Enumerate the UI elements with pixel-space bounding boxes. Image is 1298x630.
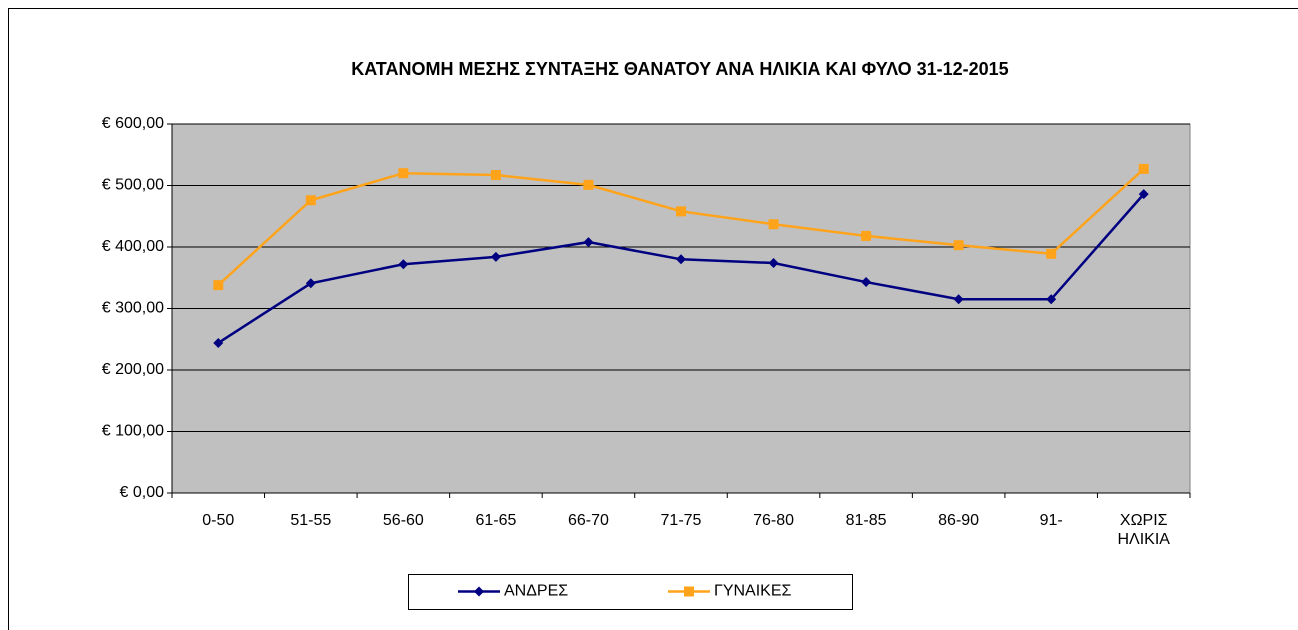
y-tick-label: € 0,00 <box>120 484 165 501</box>
marker <box>1046 248 1057 259</box>
y-tick-label: € 500,00 <box>102 177 164 194</box>
marker <box>1138 189 1149 200</box>
marker <box>676 206 686 217</box>
x-tick-label: 56-60 <box>382 512 424 529</box>
x-tick-label: 61-65 <box>475 512 517 529</box>
x-tick-label: 91- <box>1039 512 1063 529</box>
marker <box>490 251 501 262</box>
x-tick-label: 0-50 <box>202 512 235 529</box>
marker <box>490 170 501 181</box>
y-tick-label: € 300,00 <box>102 300 164 317</box>
marker <box>861 230 872 241</box>
y-tick-label: € 200,00 <box>102 361 164 378</box>
marker <box>213 280 224 291</box>
x-tick-label: 51-55 <box>290 512 332 529</box>
marker <box>305 195 316 206</box>
marker <box>768 257 779 268</box>
marker <box>213 337 224 348</box>
marker <box>1138 163 1149 174</box>
marker <box>861 277 872 288</box>
marker <box>684 586 694 597</box>
marker <box>583 179 594 190</box>
x-tick-label: 86-90 <box>938 512 980 529</box>
y-tick-label: € 100,00 <box>102 423 164 440</box>
marker <box>768 219 779 230</box>
marker <box>398 168 409 179</box>
x-tick-label: 71-75 <box>660 512 702 529</box>
chart-title: ΚΑΤΑΝΟΜΗ ΜΕΣΗΣ ΣΥΝΤΑΞΗΣ ΘΑΝΑΤΟΥ ΑΝΑ ΗΛΙΚ… <box>351 59 1008 79</box>
x-tick-label: 66-70 <box>567 512 609 529</box>
legend-label: ΑΝΔΡΕΣ <box>504 583 568 600</box>
marker <box>474 586 484 597</box>
legend-label: ΓΥΝΑΙΚΕΣ <box>714 583 792 600</box>
marker <box>953 240 964 251</box>
marker <box>1046 294 1057 305</box>
marker <box>398 259 409 270</box>
y-tick-label: € 600,00 <box>102 115 164 132</box>
marker <box>583 237 594 248</box>
x-tick-label: ΧΩΡΙΣ ΗΛΙΚΙΑ <box>1117 512 1170 548</box>
y-tick-label: € 400,00 <box>102 238 164 255</box>
marker <box>676 254 686 265</box>
marker <box>953 294 964 305</box>
marker <box>305 278 316 289</box>
x-tick-label: 76-80 <box>753 512 794 529</box>
x-tick-label: 81-85 <box>845 512 887 529</box>
